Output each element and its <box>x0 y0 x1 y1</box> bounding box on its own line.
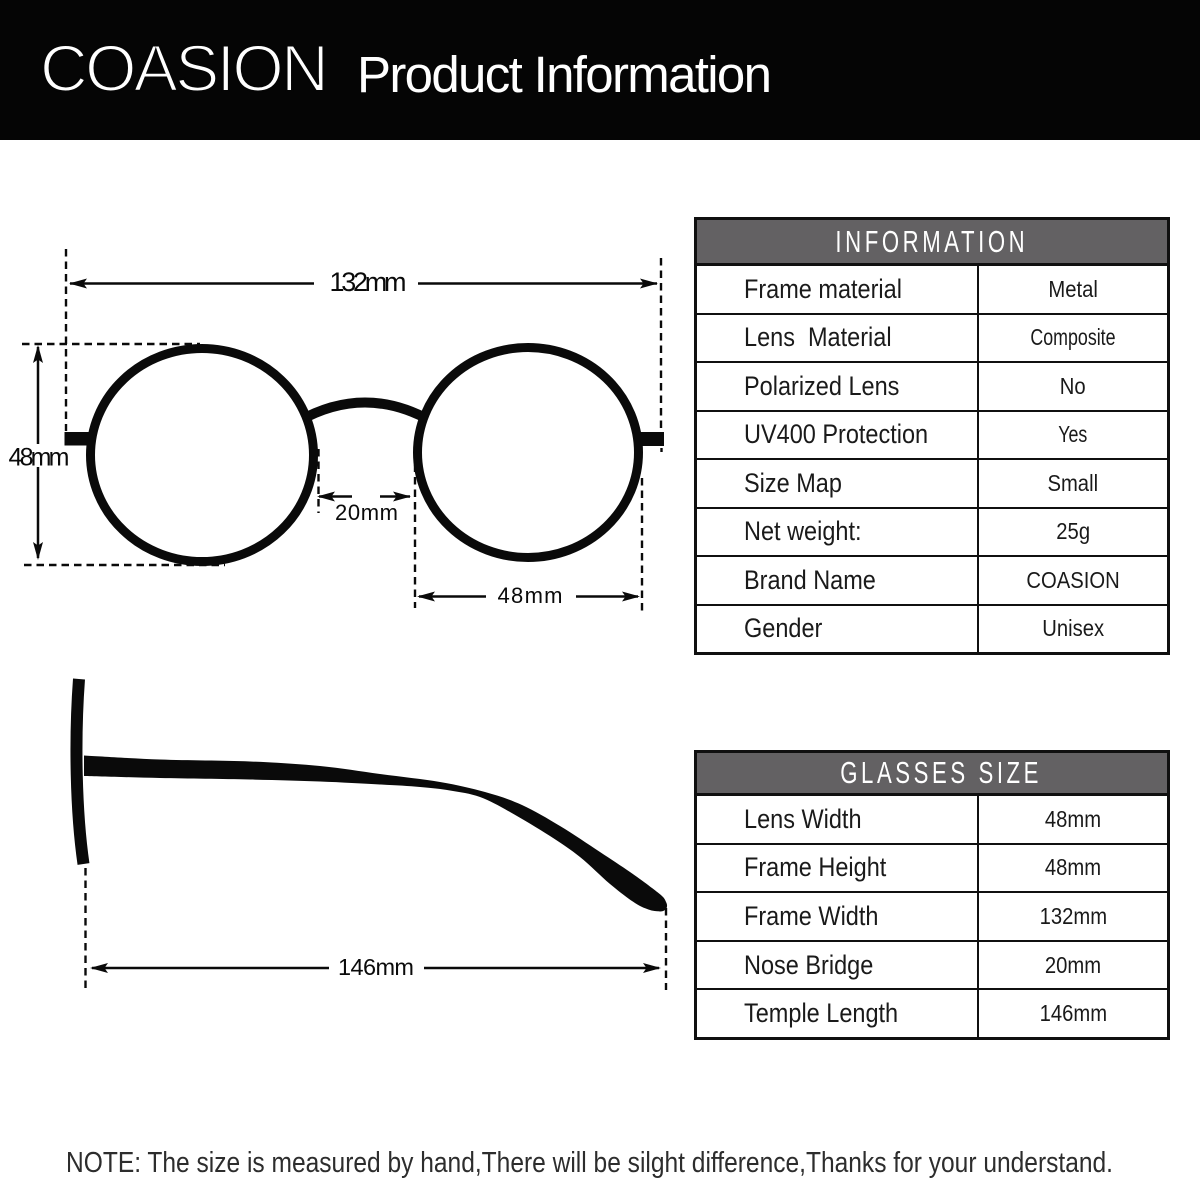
svg-text:NOTE: The size is measured by: NOTE: The size is measured by hand,There… <box>66 1147 1113 1179</box>
svg-text:48mm: 48mm <box>498 583 563 608</box>
svg-text:20mm: 20mm <box>335 500 398 525</box>
svg-text:48mm: 48mm <box>9 444 70 472</box>
svg-text:132mm: 132mm <box>330 267 407 297</box>
svg-text:146mm: 146mm <box>338 954 414 980</box>
